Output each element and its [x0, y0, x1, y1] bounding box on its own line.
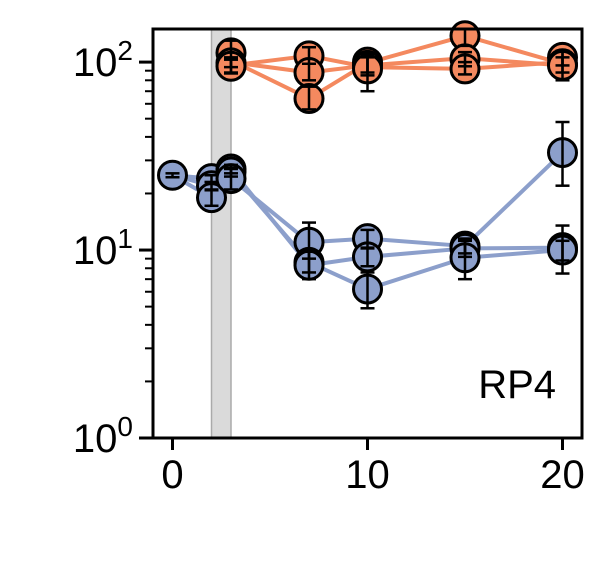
series-0-errorbar-2: [224, 58, 238, 74]
x-tick-label: 20: [540, 453, 585, 497]
series-1-errorbar-0: [165, 172, 180, 179]
series-1-errorbar-15: [458, 237, 472, 281]
y-tick-label: 102: [73, 35, 133, 85]
series-1-errorbar-3: [204, 189, 219, 208]
annotation-label: RP4: [478, 363, 556, 407]
series-1-errorbar-16: [555, 120, 570, 187]
x-tick-label: 10: [345, 453, 390, 497]
series-0-errorbar-8: [360, 53, 375, 93]
y-tick-label: 100: [73, 411, 133, 461]
series-1-errorbar-12: [360, 271, 375, 310]
series-0-errorbar-11: [458, 60, 472, 76]
series-0-errorbar-4: [302, 62, 316, 82]
series-0-errorbar-5: [302, 85, 316, 111]
y-tick-label: 101: [73, 223, 133, 273]
series-1-errorbar-9: [302, 248, 316, 281]
x-tick-label: 0: [161, 453, 183, 497]
shaded-region: [210, 28, 232, 439]
series-0-errorbar-14: [555, 49, 570, 82]
series-1-errorbar-18: [555, 239, 570, 262]
series-1-errorbar-6: [224, 167, 238, 191]
series-1-errorbar-11: [360, 246, 375, 268]
